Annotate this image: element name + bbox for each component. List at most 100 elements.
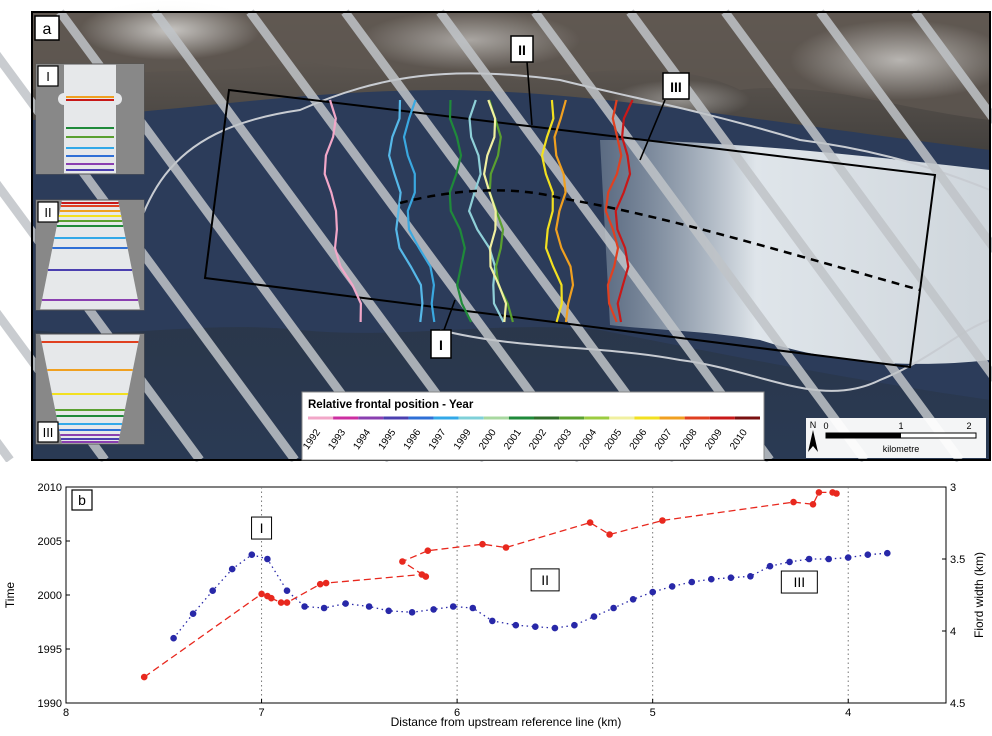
region-label-text: III [793, 574, 805, 590]
data-point [833, 490, 840, 497]
data-point [399, 558, 406, 565]
scale-tick-1: 1 [898, 421, 903, 431]
data-point [322, 579, 330, 587]
data-point [844, 554, 852, 561]
panel-a-label: a [43, 21, 52, 38]
front-line [387, 99, 424, 323]
inset-iii: III [35, 333, 145, 445]
data-point [659, 517, 666, 524]
scan-gap-stripe [0, 438, 14, 463]
data-point [590, 613, 598, 620]
inset-ii: II [35, 199, 145, 311]
data-point [449, 603, 457, 610]
scan-gap-stripe [151, 9, 489, 463]
data-point [864, 551, 872, 558]
front-line [448, 99, 473, 323]
data-point [790, 498, 797, 506]
data-point [140, 673, 148, 681]
data-point [727, 574, 735, 581]
panel-a-map: II III I a I II III Relative frontal posit… [0, 0, 992, 463]
front-line [604, 99, 623, 323]
data-point [170, 634, 177, 642]
callout-ii: II [510, 35, 534, 63]
data-point [815, 489, 823, 496]
data-point [747, 573, 754, 580]
front-line [323, 99, 363, 323]
data-point [610, 604, 617, 612]
x-tick-label: 7 [258, 707, 264, 719]
region-label: II [530, 568, 560, 592]
reference-vlines [261, 487, 849, 703]
x-tick-label: 8 [63, 707, 69, 719]
data-point [301, 603, 308, 610]
series-line [173, 552, 888, 639]
data-point [430, 606, 437, 613]
scan-gap-stripe [0, 180, 204, 463]
scale-tick-0: 0 [823, 421, 828, 431]
centerline-dashed [399, 189, 921, 292]
y2-tick-label: 3.5 [950, 554, 965, 566]
data-point [408, 609, 416, 616]
y-tick-label: 2000 [38, 590, 62, 602]
data-point [189, 610, 197, 617]
fiord-outline [439, 319, 991, 392]
data-point [551, 624, 559, 632]
data-point [805, 555, 813, 563]
callout-line-i [443, 299, 456, 331]
data-point [649, 588, 656, 596]
glacier-front-lines [323, 99, 634, 323]
data-point [248, 551, 256, 558]
data-point [424, 547, 432, 554]
scan-gap-stripe [816, 9, 992, 254]
callout-iii: III [662, 72, 690, 100]
panel-b-label: b [78, 492, 86, 508]
legend-title: Relative frontal position - Year [308, 399, 474, 411]
scan-gap-stripe [341, 9, 679, 463]
data-point [264, 555, 271, 563]
front-line [402, 99, 436, 323]
y-axis-right: 4.5 4 3.5 3 [942, 482, 965, 710]
scan-gap-stripe [436, 9, 774, 463]
data-point [586, 519, 594, 526]
scale-bar: N 0 1 2 kilometre [806, 418, 986, 458]
data-point [258, 590, 265, 598]
data-point [422, 573, 430, 580]
front-line [614, 99, 634, 323]
data-point [342, 600, 349, 607]
callout-i: I [430, 329, 452, 359]
inset-label: II [44, 205, 51, 220]
data-point [228, 565, 236, 573]
scan-gap-stripe [246, 9, 584, 463]
glacier-ice [600, 140, 990, 364]
data-point [320, 604, 328, 612]
y-axis-left: 1990 1995 2000 2005 2010 [38, 482, 70, 710]
snow-patch [360, 10, 580, 70]
callout-line-ii [526, 61, 533, 126]
data-point [766, 562, 774, 570]
data-point [316, 580, 324, 588]
x-tick-label: 6 [454, 707, 460, 719]
region-label: I [251, 516, 273, 540]
data-point [512, 621, 520, 629]
scan-gap-stripe [911, 9, 992, 125]
panel-b-label-box: b [71, 489, 93, 511]
y2-tick-label: 4 [950, 626, 956, 638]
data-point [277, 599, 285, 606]
y-axis-label: Time [3, 582, 17, 609]
x-tick-label: 5 [650, 707, 656, 719]
data-point [809, 501, 817, 508]
y-tick-label: 2005 [38, 536, 62, 548]
x-tick-label: 4 [845, 707, 851, 719]
data-point [209, 587, 216, 594]
scan-gap-stripe [721, 9, 992, 383]
data-point [571, 621, 578, 629]
series-1 [170, 549, 891, 642]
y-axis-right-label: Fiord width (km) [972, 552, 986, 638]
data-point [502, 544, 510, 551]
y2-tick-label: 3 [950, 482, 956, 494]
data-point [668, 583, 676, 590]
data-point [365, 603, 373, 610]
